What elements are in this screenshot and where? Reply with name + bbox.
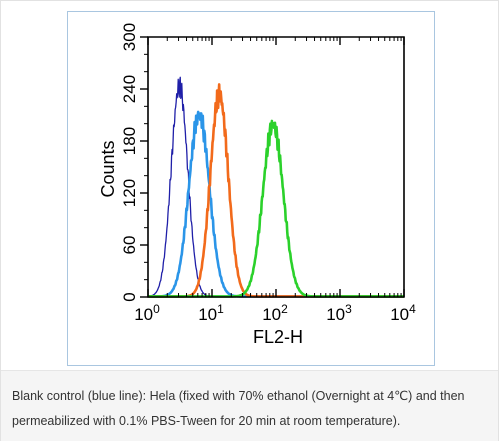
x-tick-label: 101: [198, 302, 224, 324]
x-axis-label: FL2-H: [253, 327, 303, 347]
chart-image-panel: 100 101 102 103 104 0 60 120 180 240 300 FL2-H Count…: [1, 1, 498, 369]
x-tick-label-exponent: 0: [153, 302, 160, 316]
x-tick-label-exponent: 3: [345, 302, 352, 316]
x-tick-label: 100: [134, 302, 160, 324]
x-tick-label-base: 10: [134, 305, 153, 324]
y-tick-label: 300: [120, 23, 139, 51]
x-tick-label-exponent: 1: [217, 302, 224, 316]
x-tick-label-base: 10: [262, 305, 281, 324]
x-tick-label-base: 10: [326, 305, 345, 324]
series-line-1: [147, 76, 405, 298]
x-tick-label-exponent: 2: [281, 302, 288, 316]
x-tick-label: 103: [326, 302, 352, 324]
series-line-3: [147, 83, 405, 298]
y-tick-label: 180: [120, 127, 139, 155]
chart-frame: 100 101 102 103 104 0 60 120 180 240 300 FL2-H Count…: [67, 11, 435, 366]
y-tick-label: 60: [120, 236, 139, 255]
x-tick-label-base: 10: [198, 305, 217, 324]
y-tick-label: 0: [120, 292, 139, 301]
x-tick-label-base: 10: [390, 305, 409, 324]
caption-box: Blank control (blue line): Hela (fixed w…: [1, 370, 498, 441]
x-tick-label: 104: [390, 302, 416, 324]
histogram-chart: 100 101 102 103 104060120180240300FL2-HCount…: [98, 23, 416, 347]
y-tick-label: 240: [120, 75, 139, 103]
plot-box: [147, 36, 405, 298]
x-tick-label: 102: [262, 302, 288, 324]
x-tick-label-exponent: 4: [409, 302, 416, 316]
y-axis-label: Counts: [98, 140, 118, 197]
y-tick-label: 120: [120, 179, 139, 207]
figure-caption: Blank control (blue line): Hela (fixed w…: [12, 389, 465, 428]
